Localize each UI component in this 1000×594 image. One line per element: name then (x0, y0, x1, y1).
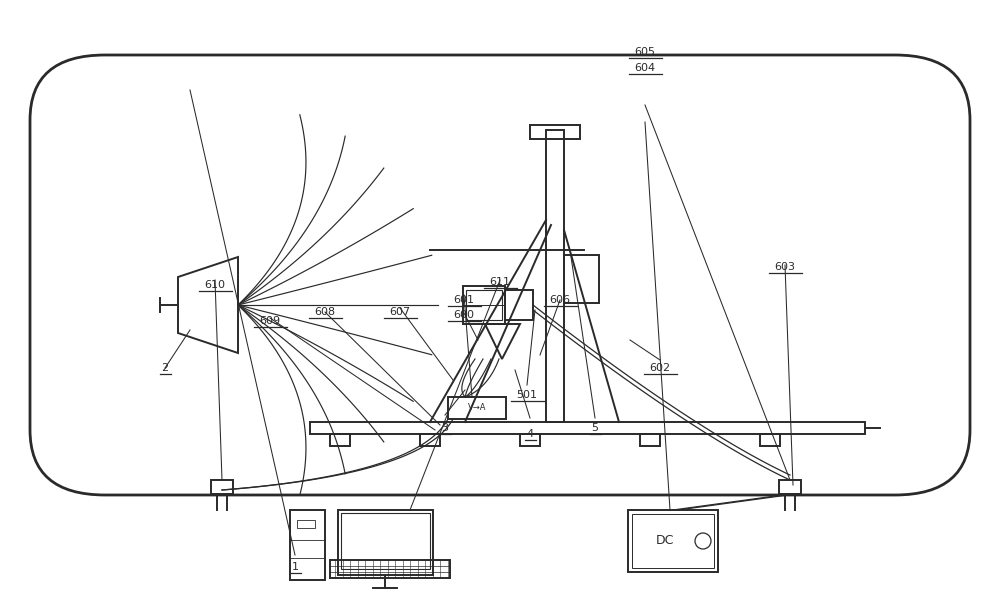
Bar (530, 125, 580, 139)
Bar (520, 434, 540, 446)
Bar (463, 286, 505, 324)
Text: 1: 1 (292, 563, 298, 572)
Text: 600: 600 (454, 310, 475, 320)
Bar (338, 510, 433, 575)
Bar (330, 560, 450, 578)
Bar (310, 422, 865, 434)
Bar (779, 480, 801, 494)
Bar (448, 397, 506, 419)
Text: 609: 609 (259, 316, 281, 326)
Text: DC: DC (656, 535, 674, 548)
Text: 604: 604 (634, 64, 656, 73)
Bar (628, 510, 718, 572)
Text: 608: 608 (314, 307, 336, 317)
Text: 611: 611 (490, 277, 511, 287)
Bar (564, 255, 599, 303)
Text: 607: 607 (389, 307, 411, 317)
Text: 601: 601 (454, 295, 475, 305)
Bar (420, 434, 440, 446)
Bar (546, 130, 564, 422)
Text: V→A: V→A (468, 403, 486, 412)
Text: 2: 2 (161, 364, 169, 373)
Text: 602: 602 (649, 364, 671, 373)
Text: 3: 3 (442, 423, 448, 432)
Bar (466, 290, 502, 320)
Bar (640, 434, 660, 446)
Bar (632, 514, 714, 568)
Bar (297, 520, 315, 528)
Text: 610: 610 (205, 280, 226, 290)
Text: 605: 605 (635, 48, 656, 57)
Bar (760, 434, 780, 446)
Text: 603: 603 (774, 263, 796, 272)
Text: 5: 5 (592, 423, 598, 432)
Text: 606: 606 (550, 295, 570, 305)
Bar (330, 434, 350, 446)
Text: 4: 4 (526, 429, 534, 438)
Bar (505, 290, 533, 320)
Bar (211, 480, 233, 494)
Text: 501: 501 (516, 390, 538, 400)
PathPatch shape (30, 55, 970, 495)
Bar (290, 510, 325, 580)
Bar (341, 513, 430, 569)
